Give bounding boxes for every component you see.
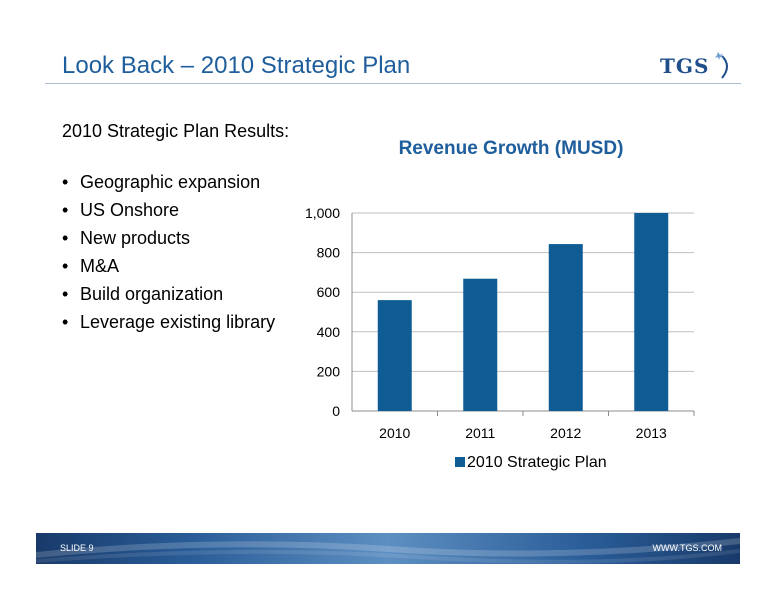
bar-2010 xyxy=(377,300,412,411)
x-tick-label: 2010 xyxy=(379,425,410,441)
legend-entry: 2010 Strategic Plan xyxy=(467,454,607,471)
footer-wave-decoration xyxy=(36,538,740,564)
bullet-item: • Leverage existing library xyxy=(62,312,276,332)
x-tick-label: 2012 xyxy=(550,425,581,441)
footer-bar: SLIDE 9 WWW.TGS.COM xyxy=(36,533,740,564)
x-tick-label: 2013 xyxy=(636,425,667,441)
bullet-item: • M&A xyxy=(62,256,120,276)
results-heading: 2010 Strategic Plan Results: xyxy=(62,121,290,141)
y-tick-label: 200 xyxy=(317,363,341,379)
y-tick-label: 600 xyxy=(317,284,341,300)
bullet-item: • Geographic expansion xyxy=(62,172,261,192)
bullet-item: • US Onshore xyxy=(62,200,180,220)
y-tick-label: 400 xyxy=(317,324,341,340)
logo-swoosh-icon xyxy=(715,52,728,79)
y-tick-label: 1,000 xyxy=(305,205,340,221)
tgs-logo: TGS xyxy=(660,46,740,86)
results-bullet-list: • Geographic expansion • US Onshore • New p… xyxy=(62,168,275,336)
y-tick-label: 800 xyxy=(317,245,341,261)
title-divider xyxy=(45,83,741,84)
bar-2012 xyxy=(548,244,583,411)
bullet-item: • New products xyxy=(62,228,191,248)
slide-title: Look Back – 2010 Strategic Plan xyxy=(62,52,411,79)
bullet-item: • Build organization xyxy=(62,284,224,304)
logo-text: TGS xyxy=(660,54,710,78)
x-tick-label: 2011 xyxy=(465,425,495,441)
bar-2013 xyxy=(634,213,669,411)
y-tick-label: 0 xyxy=(332,403,340,419)
chart-title: Revenue Growth (MUSD) xyxy=(399,138,624,159)
slide-number: SLIDE 9 xyxy=(60,543,94,553)
bar-2011 xyxy=(463,278,498,411)
website-link: WWW.TGS.COM xyxy=(652,543,723,553)
legend-swatch xyxy=(455,457,465,467)
